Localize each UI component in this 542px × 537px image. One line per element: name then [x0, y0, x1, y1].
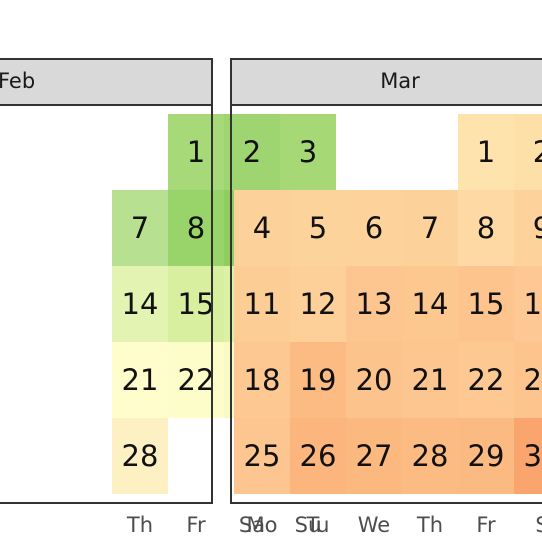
feb-day-cell: 8	[168, 190, 224, 266]
feb-panel: Feb 12378910141516172122232428	[0, 58, 336, 504]
feb-weekday-label: Fr	[186, 513, 206, 537]
mar-day-cell: 29	[458, 418, 514, 494]
mar-weekday-label: S	[514, 513, 542, 537]
feb-day-cell: 22	[168, 342, 224, 418]
mar-weekday-label: Fr	[476, 513, 496, 537]
feb-day-cell: 21	[112, 342, 168, 418]
mar-day-cell: 16	[514, 266, 542, 342]
mar-day-cell: 4	[234, 190, 290, 266]
feb-weekday-label: Th	[126, 513, 154, 537]
mar-day-cell: 22	[458, 342, 514, 418]
mar-day-cell: 30	[514, 418, 542, 494]
mar-day-cell: 20	[346, 342, 402, 418]
mar-day-cell: 14	[402, 266, 458, 342]
mar-weekday-label: Mo	[246, 513, 278, 537]
mar-day-cell: 13	[346, 266, 402, 342]
mar-day-cell: 12	[290, 266, 346, 342]
mar-month-label: Mar	[380, 69, 420, 93]
mar-day-cell: 25	[234, 418, 290, 494]
mar-day-cell: 19	[290, 342, 346, 418]
mar-day-cell: 7	[402, 190, 458, 266]
feb-day-cell: 1	[168, 114, 224, 190]
mar-day-cell: 21	[402, 342, 458, 418]
mar-day-cell: 23	[514, 342, 542, 418]
feb-day-cell: 2	[224, 114, 280, 190]
feb-day-cell: 3	[280, 114, 336, 190]
mar-weekday-label: Tu	[306, 513, 330, 537]
mar-day-cell: 27	[346, 418, 402, 494]
mar-month-header: Mar	[230, 58, 542, 106]
mar-day-cell: 8	[458, 190, 514, 266]
mar-day-cell: 1	[458, 114, 514, 190]
mar-day-cell: 6	[346, 190, 402, 266]
mar-weekday-label: Th	[416, 513, 444, 537]
mar-day-cell: 28	[402, 418, 458, 494]
mar-day-cell: 11	[234, 266, 290, 342]
feb-day-cell: 14	[112, 266, 168, 342]
feb-month-header: Feb	[0, 58, 213, 106]
feb-month-label: Feb	[0, 69, 36, 93]
mar-day-cell: 15	[458, 266, 514, 342]
mar-weekday-label: We	[357, 513, 391, 537]
feb-weekday-label: Su	[294, 513, 322, 537]
feb-day-cell: 15	[168, 266, 224, 342]
mar-day-cell: 18	[234, 342, 290, 418]
mar-day-cell: 26	[290, 418, 346, 494]
mar-panel: Mar 124567891112131415161819202122232526…	[230, 58, 542, 504]
mar-day-cell: 5	[290, 190, 346, 266]
feb-day-cell: 28	[112, 418, 168, 494]
mar-day-cell: 2	[514, 114, 542, 190]
mar-day-cell: 9	[514, 190, 542, 266]
feb-weekday-label: Sa	[238, 513, 266, 537]
feb-day-cell: 7	[112, 190, 168, 266]
